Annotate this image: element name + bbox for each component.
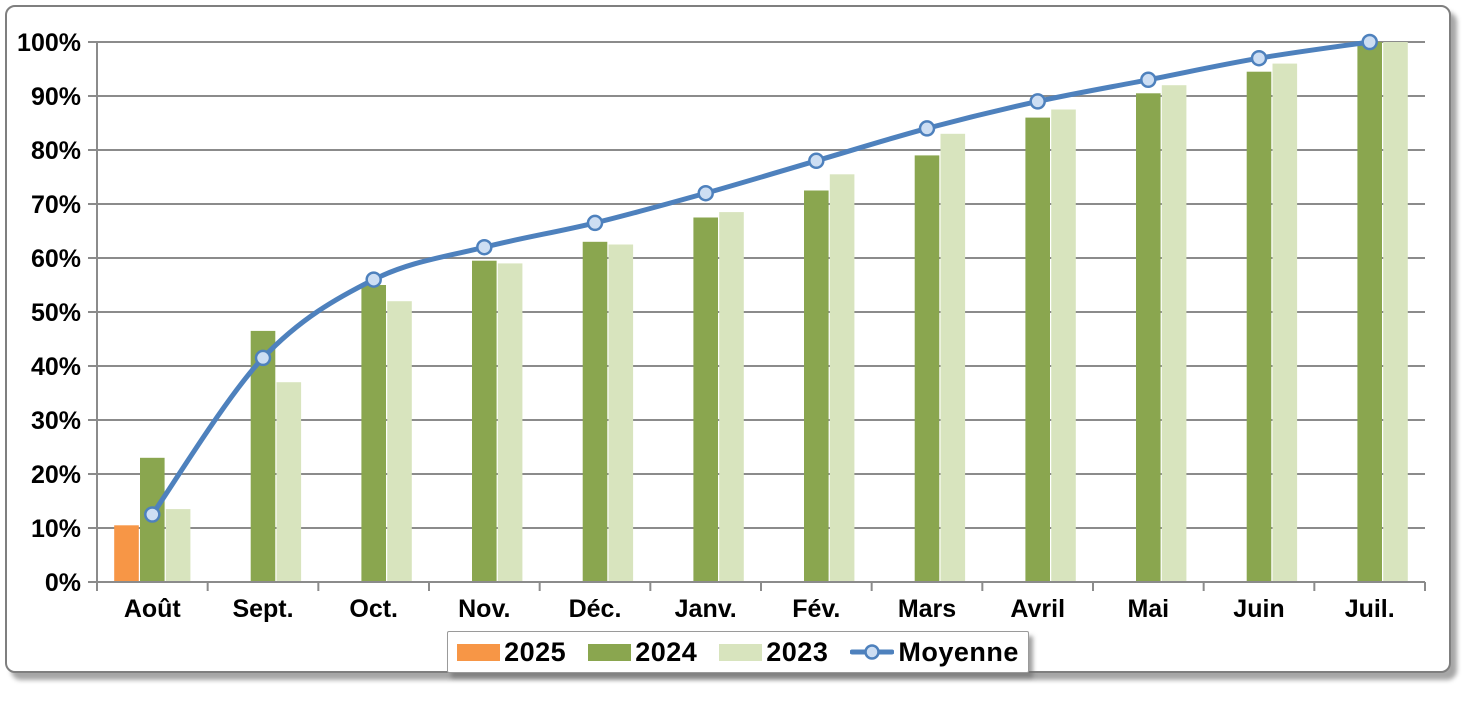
legend-swatch-2025 bbox=[457, 643, 501, 661]
x-label-Fév.: Fév. bbox=[792, 595, 840, 623]
bar-2023-Nov. bbox=[497, 263, 523, 582]
y-tick-label-80%: 80% bbox=[31, 137, 81, 165]
moyenne-marker-Fév. bbox=[808, 152, 825, 170]
moyenne-marker-Janv. bbox=[697, 184, 714, 202]
moyenne-marker-Juin bbox=[1250, 49, 1268, 67]
bar-2023-Avril bbox=[1051, 109, 1076, 582]
y-tick-label-60%: 60% bbox=[31, 245, 81, 273]
x-label-Mai: Mai bbox=[1127, 595, 1169, 623]
chart-canvas: 0% 10% 20% 30% 40% 50% 60% 70% 80% 90% 100% Août Sep… bbox=[17, 29, 1426, 623]
y-tick-label-20%: 20% bbox=[31, 461, 81, 489]
bar-2023-Août bbox=[165, 509, 191, 582]
bar-2024-Juil. bbox=[1357, 42, 1382, 582]
bar-2023-Mai bbox=[1161, 85, 1187, 582]
y-tick-label-10%: 10% bbox=[31, 515, 81, 543]
x-label-Juil.: Juil. bbox=[1345, 595, 1395, 623]
y-tick-label-0%: 0% bbox=[45, 569, 81, 597]
x-label-Oct.: Oct. bbox=[349, 595, 398, 623]
bar-2023-Oct. bbox=[387, 301, 412, 582]
bar-2024-Fév. bbox=[804, 190, 829, 582]
y-tick-label-50%: 50% bbox=[31, 299, 81, 327]
legend-swatch-2023 bbox=[719, 643, 763, 661]
moyenne-marker-Sept. bbox=[254, 349, 272, 367]
y-tick-label-40%: 40% bbox=[31, 353, 81, 381]
moyenne-marker-Mai bbox=[1140, 71, 1157, 89]
moyenne-marker-Août bbox=[144, 506, 161, 523]
legend-label-2024: 2024 bbox=[635, 636, 698, 667]
x-label-Avril: Avril bbox=[1010, 595, 1065, 623]
chart-panel: 0% 10% 20% 30% 40% 50% 60% 70% 80% 90% 100% Août Sep… bbox=[5, 5, 1451, 673]
moyenne-line bbox=[149, 39, 1373, 517]
legend-item-2023: 2023 bbox=[719, 637, 828, 668]
x-label-Janv.: Janv. bbox=[675, 595, 737, 623]
legend-label-moyenne: Moyenne bbox=[898, 636, 1019, 667]
y-tick-label-90%: 90% bbox=[31, 83, 81, 111]
y-tick-label-100%: 100% bbox=[17, 29, 81, 57]
bar-2023-Sept. bbox=[276, 382, 302, 582]
bar-2024-Mars bbox=[914, 155, 940, 582]
bar-2024-Oct. bbox=[361, 285, 386, 582]
legend-swatch-2024 bbox=[588, 643, 632, 661]
legend-item-2025: 2025 bbox=[457, 637, 566, 668]
bar-2023-Juin bbox=[1272, 63, 1298, 583]
bar-2024-Sept. bbox=[250, 330, 276, 582]
legend-line-marker-icon bbox=[850, 644, 895, 660]
bar-2024-Avril bbox=[1025, 117, 1050, 582]
legend-item-moyenne: Moyenne bbox=[850, 637, 1019, 668]
bar-2023-Mars bbox=[940, 133, 966, 583]
moyenne-marker-Nov. bbox=[476, 238, 493, 256]
bar-2024-Nov. bbox=[472, 260, 497, 582]
bar-2024-Juin bbox=[1246, 71, 1272, 582]
legend-label-2025: 2025 bbox=[504, 636, 567, 667]
moyenne-marker-Oct. bbox=[365, 271, 382, 288]
legend-label-2023: 2023 bbox=[766, 636, 829, 667]
moyenne-marker-Juil. bbox=[1361, 33, 1378, 51]
y-tick-label-30%: 30% bbox=[31, 407, 81, 435]
bar-2023-Juil. bbox=[1383, 42, 1408, 582]
x-label-Mars: Mars bbox=[898, 595, 956, 623]
x-label-Août: Août bbox=[124, 595, 182, 623]
moyenne-marker-Déc. bbox=[586, 214, 604, 232]
bar-2024-Mai bbox=[1136, 93, 1161, 583]
x-label-Sept.: Sept. bbox=[232, 595, 293, 623]
x-label-Juin: Juin bbox=[1233, 595, 1284, 623]
chart-legend: 2025 2024 2023 Moyenne bbox=[447, 631, 1029, 673]
x-label-Nov.: Nov. bbox=[458, 595, 510, 623]
bar-2024-Déc. bbox=[582, 241, 608, 583]
bar-2024-Janv. bbox=[693, 217, 718, 582]
legend-item-2024: 2024 bbox=[588, 637, 697, 668]
bar-2023-Déc. bbox=[608, 244, 634, 582]
moyenne-marker-Mars bbox=[918, 120, 936, 137]
bar-2023-Janv. bbox=[719, 212, 744, 582]
y-tick-label-70%: 70% bbox=[31, 191, 81, 219]
bar-2023-Fév. bbox=[829, 174, 855, 583]
moyenne-marker-Avril bbox=[1029, 93, 1046, 110]
x-label-Déc.: Déc. bbox=[569, 595, 622, 623]
bar-2025-Août bbox=[114, 525, 139, 582]
